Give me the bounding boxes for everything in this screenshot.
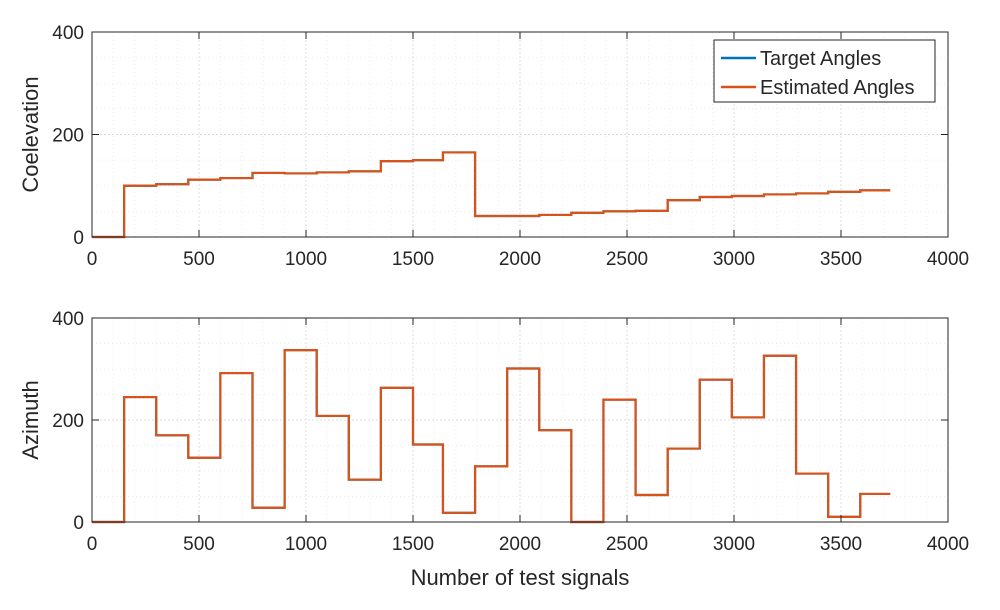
coelevation-x-tick-label: 3500 <box>820 249 862 270</box>
azimuth-x-tick-label: 4000 <box>927 534 969 555</box>
azimuth-x-tick-label: 3000 <box>713 534 755 555</box>
coelevation-x-tick-label: 0 <box>87 249 98 270</box>
coelevation-x-tick-label: 3000 <box>713 249 755 270</box>
coelevation-x-tick-label: 1000 <box>285 249 327 270</box>
legend-label-estimated: Estimated Angles <box>760 77 915 99</box>
azimuth-x-axis-label: Number of test signals <box>411 565 630 590</box>
azimuth-x-tick-label: 1500 <box>392 534 434 555</box>
azimuth-series-estimated-angles <box>92 349 891 524</box>
azimuth-y-tick-label: 400 <box>52 309 84 330</box>
azimuth-x-tick-label: 500 <box>183 534 215 555</box>
coelevation-x-tick-label: 2500 <box>606 249 648 270</box>
legend-label-target: Target Angles <box>760 48 881 70</box>
coelevation-x-tick-label: 500 <box>183 249 215 270</box>
coelevation-x-tick-label: 1500 <box>392 249 434 270</box>
azimuth-y-tick-label: 200 <box>52 411 84 432</box>
azimuth-x-tick-label: 2500 <box>606 534 648 555</box>
coelevation-y-tick-label: 400 <box>52 23 84 44</box>
coelevation-x-tick-label: 2000 <box>499 249 541 270</box>
legend-box <box>713 39 936 103</box>
azimuth-y-tick-label: 0 <box>73 513 84 534</box>
coelevation-y-axis-label: Coelevation <box>18 76 43 192</box>
coelevation-y-tick-label: 0 <box>73 228 84 249</box>
azimuth-y-axis-label: Azimuth <box>18 380 43 459</box>
azimuth-x-tick-label: 2000 <box>499 534 541 555</box>
azimuth-panel: 0 500 1000 1500 2000 2500 3000 3500 4000 0 200 400 A… <box>18 309 969 590</box>
azimuth-x-tick-label: 0 <box>87 534 98 555</box>
coelevation-y-tick-label: 200 <box>52 126 84 147</box>
coelevation-series-estimated-angles <box>92 151 891 239</box>
legend: Target Angles Estimated Angles <box>713 39 936 103</box>
azimuth-x-tick-label: 3500 <box>820 534 862 555</box>
azimuth-x-tick-label: 1000 <box>285 534 327 555</box>
coelevation-x-tick-label: 4000 <box>927 249 969 270</box>
